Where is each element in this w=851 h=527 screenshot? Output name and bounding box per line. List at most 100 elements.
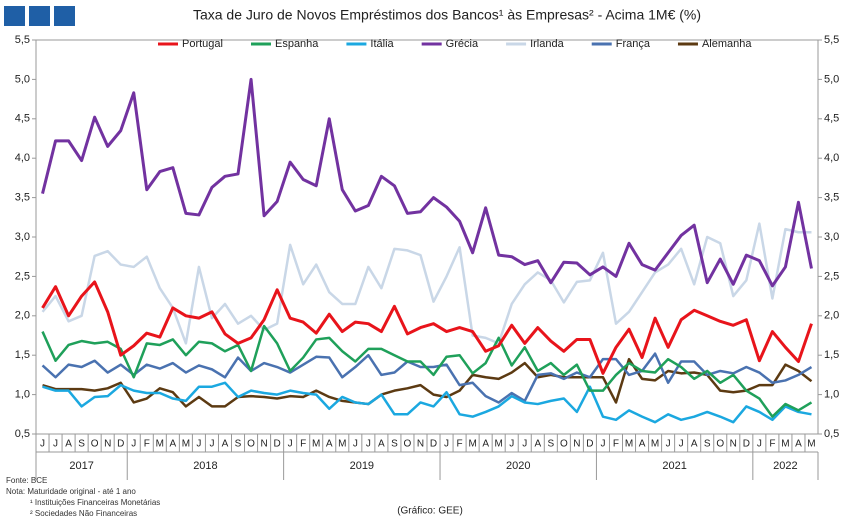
x-tick-label: J — [666, 439, 671, 450]
y-tick-label: 4,0 — [15, 152, 30, 164]
y2-tick-label: 4,5 — [824, 113, 839, 125]
y-tick-label: 2,0 — [15, 310, 30, 322]
x-tick-label: M — [651, 439, 659, 450]
x-tick-label: S — [391, 439, 398, 450]
x-tick-label: S — [704, 439, 711, 450]
x-tick-label: J — [209, 439, 214, 450]
logo-square — [29, 6, 50, 26]
x-tick-label: A — [222, 439, 229, 450]
y2-tick-label: 3,0 — [824, 231, 839, 243]
x-tick-label: J — [522, 439, 527, 450]
y-tick-label: 3,0 — [15, 231, 30, 243]
x-tick-label: M — [312, 439, 320, 450]
x-tick-label: N — [260, 439, 267, 450]
x-tick-label: A — [170, 439, 177, 450]
y-tick-label: 1,0 — [15, 389, 30, 401]
y-tick-label: 3,5 — [15, 192, 30, 204]
x-tick-label: O — [91, 439, 99, 450]
x-tick-label: F — [457, 439, 463, 450]
series-line — [41, 280, 813, 375]
legend-label: Portugal — [182, 38, 223, 50]
note: ² Sociedades Não Financeiras — [30, 509, 137, 518]
x-tick-label: D — [117, 439, 124, 450]
credit: (Gráfico: GEE) — [397, 506, 463, 517]
x-tick-label: J — [509, 439, 514, 450]
y-tick-label: 5,5 — [15, 34, 30, 46]
x-tick-label: M — [807, 439, 815, 450]
series-line — [42, 381, 812, 424]
x-tick-label: F — [144, 439, 150, 450]
note: Nota: Maturidade original - até 1 ano — [6, 487, 136, 496]
year-label: 2018 — [193, 460, 217, 472]
x-tick-label: A — [795, 439, 802, 450]
y-tick-label: 5,0 — [15, 73, 30, 85]
x-tick-label: M — [338, 439, 346, 450]
x-tick-label: A — [639, 439, 646, 450]
x-tick-label: A — [326, 439, 333, 450]
logo-square — [54, 6, 75, 26]
y2-tick-label: 2,0 — [824, 310, 839, 322]
x-tick-label: J — [353, 439, 358, 450]
legend-label: Alemanha — [702, 38, 752, 50]
x-tick-label: D — [430, 439, 437, 450]
x-tick-label: F — [769, 439, 775, 450]
year-label: 2022 — [773, 460, 797, 472]
x-tick-label: J — [131, 439, 136, 450]
legend-label: Espanha — [275, 38, 319, 50]
logo-square — [4, 6, 25, 26]
x-tick-label: M — [781, 439, 789, 450]
x-tick-label: S — [78, 439, 85, 450]
y2-tick-label: 5,5 — [824, 34, 839, 46]
note: Fonte: BCE — [6, 476, 47, 485]
y2-tick-label: 0,5 — [824, 428, 839, 440]
x-tick-label: A — [534, 439, 541, 450]
series-line — [42, 357, 813, 408]
x-tick-label: A — [378, 439, 385, 450]
year-label: 2019 — [350, 460, 374, 472]
x-tick-label: O — [404, 439, 412, 450]
x-tick-label: N — [730, 439, 737, 450]
year-label: 2021 — [662, 460, 686, 472]
x-tick-label: J — [679, 439, 684, 450]
x-tick-label: M — [182, 439, 190, 450]
legend-label: França — [616, 38, 651, 50]
y-tick-label: 4,5 — [15, 113, 30, 125]
chart-title: Taxa de Juro de Novos Empréstimos dos Ba… — [193, 7, 701, 23]
year-label: 2020 — [506, 460, 530, 472]
x-tick-label: J — [366, 439, 371, 450]
y-tick-label: 1,5 — [15, 349, 30, 361]
y2-tick-label: 1,0 — [824, 389, 839, 401]
x-tick-label: D — [273, 439, 280, 450]
x-tick-label: A — [65, 439, 72, 450]
x-tick-label: A — [691, 439, 698, 450]
x-tick-label: N — [573, 439, 580, 450]
series-line — [41, 222, 812, 345]
y2-tick-label: 5,0 — [824, 73, 839, 85]
x-tick-label: M — [468, 439, 476, 450]
series-line — [41, 77, 813, 288]
x-tick-label: M — [156, 439, 164, 450]
x-tick-label: J — [288, 439, 293, 450]
x-tick-label: J — [444, 439, 449, 450]
series-line — [41, 324, 813, 418]
x-tick-label: F — [300, 439, 306, 450]
year-label: 2017 — [69, 460, 93, 472]
x-tick-label: M — [625, 439, 633, 450]
legend-label: Itália — [370, 38, 394, 50]
y-tick-label: 0,5 — [15, 428, 30, 440]
x-tick-label: N — [104, 439, 111, 450]
x-tick-label: M — [495, 439, 503, 450]
x-tick-label: A — [482, 439, 489, 450]
legend-label: Irlanda — [530, 38, 565, 50]
x-tick-label: J — [53, 439, 58, 450]
note: ¹ Instituições Financeiras Monetárias — [30, 498, 160, 507]
x-tick-label: O — [247, 439, 255, 450]
legend-label: Grécia — [446, 38, 479, 50]
y-tick-label: 2,5 — [15, 270, 30, 282]
x-tick-label: S — [235, 439, 242, 450]
x-tick-label: J — [196, 439, 201, 450]
x-tick-label: J — [40, 439, 45, 450]
x-tick-label: D — [586, 439, 593, 450]
y2-tick-label: 1,5 — [824, 349, 839, 361]
